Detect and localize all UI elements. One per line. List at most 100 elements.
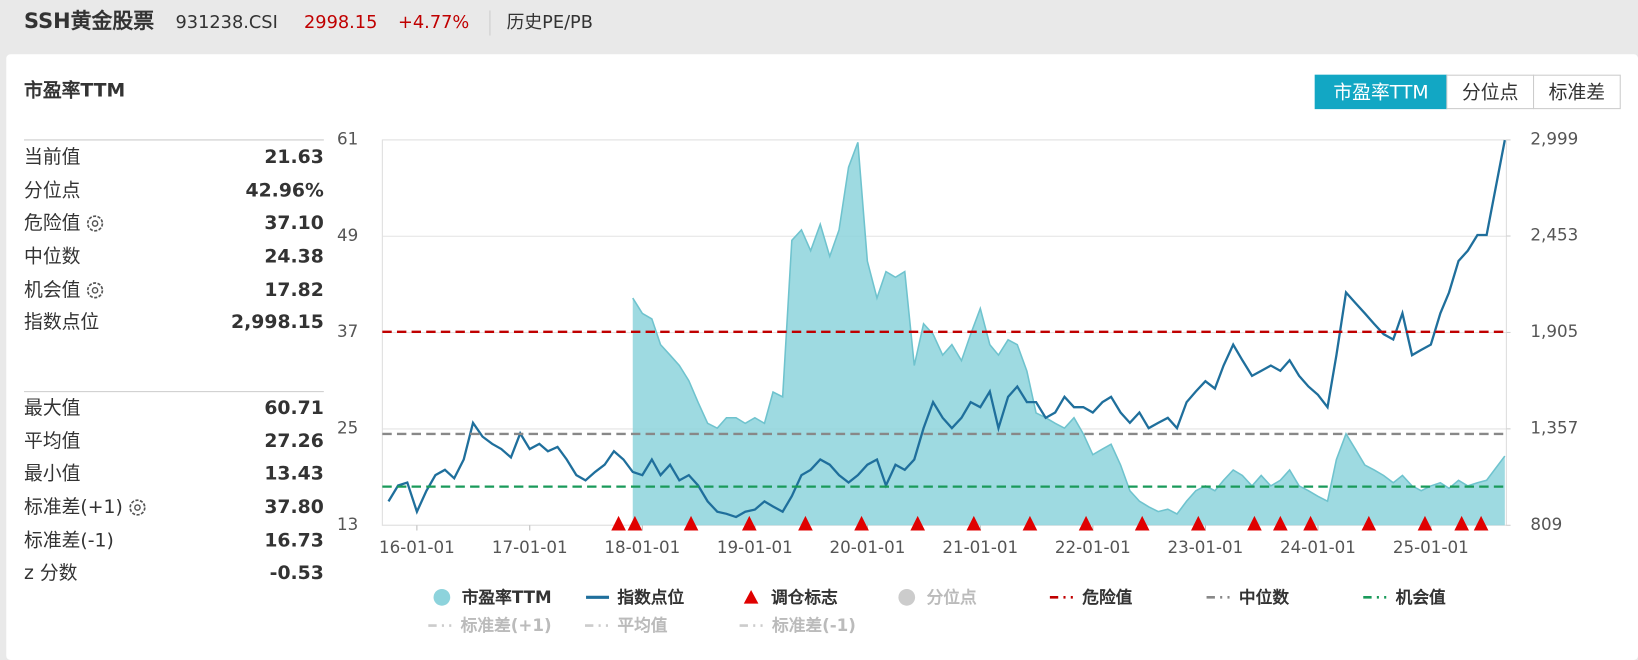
tab-button-label[interactable]: 分位点: [1462, 81, 1518, 103]
panel-title: 市盈率TTM: [24, 78, 125, 101]
price: 2998.15: [304, 13, 377, 33]
tab[interactable]: 历史PE/PB: [507, 12, 593, 33]
rebalance-marker: [1190, 515, 1206, 531]
x-tick-label: 25-01-01: [1393, 537, 1469, 557]
rebalance-marker: [1361, 515, 1377, 531]
rebalance-marker: [854, 515, 869, 531]
y2-tick-label: 1,357: [1530, 417, 1578, 437]
rebalance-marker: [683, 515, 699, 531]
stat-value: 60.71: [264, 398, 323, 419]
legend-label[interactable]: 危险值: [1081, 587, 1132, 607]
rebalance-marker: [741, 515, 757, 531]
stat-label: 平均值: [24, 430, 80, 452]
pe-line: [632, 142, 1506, 516]
stat-label: 标准差(+1): [24, 496, 123, 518]
legend-label[interactable]: 中位数: [1239, 587, 1289, 607]
legend-label[interactable]: 标准差(-1): [771, 615, 856, 635]
rebalance-marker: [1273, 515, 1288, 531]
settings-icon-core: [91, 220, 99, 227]
rebalance-marker: [1417, 515, 1433, 531]
legend-label[interactable]: 机会值: [1396, 587, 1446, 607]
stat-label: 最小值: [24, 463, 80, 485]
legend-label[interactable]: 分位点: [927, 587, 977, 607]
pe-area-fill: [632, 142, 1505, 526]
stat-label: 分位点: [24, 180, 80, 202]
change: +4.77%: [398, 13, 469, 33]
stat-label: 当前值: [24, 146, 80, 168]
stat-label: 指数点位: [24, 311, 99, 333]
stat-value: 2,998.15: [231, 312, 324, 333]
stat-label: 中位数: [24, 245, 81, 267]
stat-label: 机会值: [24, 279, 80, 301]
y-tick-label: 37: [337, 321, 358, 341]
rebalance-marker: [798, 515, 813, 531]
stat-value: 13.43: [264, 464, 323, 485]
y2-tick-label: 809: [1530, 514, 1562, 534]
settings-icon[interactable]: [86, 282, 104, 299]
header-bar: [0, 0, 1638, 55]
stat-value: 27.26: [264, 431, 323, 452]
stat-value: 37.80: [264, 497, 323, 518]
rebalance-marker: [910, 515, 925, 531]
rebalance-marker: [627, 515, 643, 531]
tab-button[interactable]: [1314, 74, 1448, 110]
index-name: SSH黄金股票: [24, 9, 154, 33]
legend-symbol[interactable]: [433, 588, 451, 606]
rebalance-marker: [1134, 515, 1150, 531]
x-tick-label: 23-01-01: [1167, 537, 1243, 557]
y2-tick-label: 2,453: [1530, 225, 1578, 245]
stat-label: 标准差(-1): [24, 529, 114, 551]
legend-label[interactable]: 调仓标志: [771, 587, 838, 607]
rebalance-marker: [966, 515, 982, 531]
stat-value: 37.10: [264, 213, 323, 234]
x-tick-label: 21-01-01: [942, 537, 1018, 557]
x-tick-label: 22-01-01: [1055, 537, 1131, 557]
stat-label: z 分数: [24, 562, 78, 584]
legend-label[interactable]: 平均值: [617, 615, 667, 635]
tab-button-label[interactable]: 市盈率TTM: [1333, 81, 1428, 103]
x-tick-label: 17-01-01: [492, 537, 568, 557]
stat-value: 21.63: [264, 147, 323, 168]
rebalance-marker: [611, 515, 626, 531]
legend-label[interactable]: 市盈率TTM: [462, 587, 552, 607]
legend-label[interactable]: 标准差(+1): [460, 615, 552, 635]
stat-value: -0.53: [270, 563, 324, 584]
y-tick-label: 25: [337, 417, 358, 437]
y2-tick-label: 1,905: [1530, 321, 1578, 341]
rebalance-marker: [1454, 515, 1469, 531]
y-tick-label: 61: [337, 128, 358, 148]
legend-label[interactable]: 指数点位: [617, 587, 684, 607]
rebalance-marker: [1303, 515, 1318, 531]
x-tick-label: 16-01-01: [379, 537, 455, 557]
settings-icon-core: [134, 504, 141, 511]
rebalance-marker: [1473, 515, 1489, 531]
y-tick-label: 49: [337, 225, 358, 245]
stat-value: 42.96%: [246, 181, 324, 202]
stat-value: 16.73: [264, 530, 323, 551]
x-tick-label: 18-01-01: [604, 537, 680, 557]
x-tick-label: 19-01-01: [717, 537, 793, 557]
y2-tick-label: 2,999: [1530, 128, 1578, 148]
rebalance-marker: [1022, 515, 1038, 531]
x-tick-label: 20-01-01: [829, 537, 905, 557]
rebalance-marker: [1247, 515, 1262, 531]
stat-label: 危险值: [24, 212, 80, 234]
legend-symbol[interactable]: [898, 588, 916, 606]
settings-icon[interactable]: [129, 499, 146, 516]
x-tick-label: 24-01-01: [1280, 537, 1356, 557]
tab-button[interactable]: [1446, 74, 1535, 110]
stat-value: 24.38: [264, 246, 323, 267]
stat-value: 17.82: [264, 280, 323, 301]
index-code: 931238.CSI: [176, 13, 278, 33]
tab-button-label[interactable]: 标准差: [1549, 81, 1605, 103]
y-tick-label: 13: [337, 514, 358, 534]
index-line: [387, 139, 1506, 519]
settings-icon[interactable]: [86, 215, 104, 232]
tab-button[interactable]: [1533, 74, 1621, 110]
legend-symbol[interactable]: [743, 590, 759, 604]
stat-label: 最大值: [24, 397, 80, 419]
rebalance-marker: [1078, 515, 1094, 531]
settings-icon-core: [91, 286, 99, 294]
